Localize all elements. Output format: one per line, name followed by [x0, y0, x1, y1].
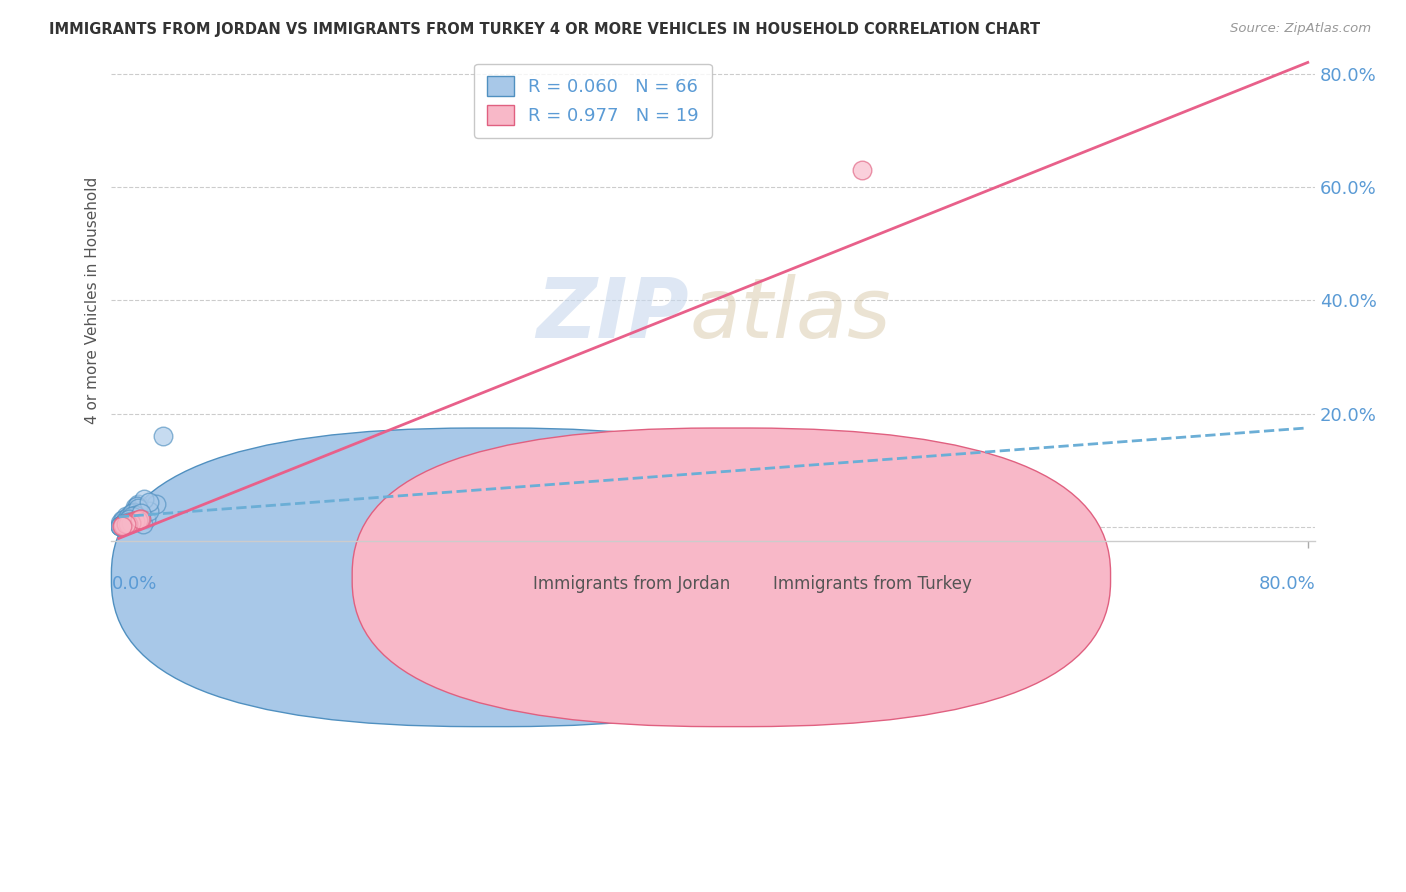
Point	[122, 509, 145, 524]
Point	[120, 515, 142, 529]
Point	[110, 516, 132, 530]
Point	[111, 517, 134, 532]
Point	[122, 505, 145, 519]
Point	[112, 515, 135, 529]
Point	[117, 516, 139, 531]
Point	[112, 517, 135, 532]
Y-axis label: 4 or more Vehicles in Household: 4 or more Vehicles in Household	[86, 177, 100, 424]
Point	[111, 519, 134, 533]
Point	[111, 518, 134, 533]
Point	[111, 519, 134, 533]
Point	[117, 513, 139, 527]
Text: IMMIGRANTS FROM JORDAN VS IMMIGRANTS FROM TURKEY 4 OR MORE VEHICLES IN HOUSEHOLD: IMMIGRANTS FROM JORDAN VS IMMIGRANTS FRO…	[49, 22, 1040, 37]
Point	[117, 516, 139, 531]
Point	[118, 509, 141, 524]
Point	[112, 518, 135, 533]
Point	[114, 516, 136, 530]
Point	[129, 511, 152, 525]
Point	[117, 511, 139, 525]
Text: Immigrants from Jordan: Immigrants from Jordan	[533, 575, 730, 593]
Point	[112, 517, 135, 532]
Point	[121, 515, 143, 529]
Point	[121, 508, 143, 523]
Legend: R = 0.060   N = 66, R = 0.977   N = 19: R = 0.060 N = 66, R = 0.977 N = 19	[474, 64, 711, 138]
Point	[124, 508, 146, 523]
Point	[122, 509, 145, 524]
Point	[125, 499, 148, 513]
Point	[127, 501, 149, 516]
Point	[112, 513, 135, 527]
Point	[132, 491, 155, 506]
Point	[111, 517, 134, 532]
Point	[118, 511, 141, 525]
Point	[145, 497, 167, 511]
Point	[121, 507, 143, 521]
Point	[120, 516, 142, 530]
Point	[110, 519, 132, 533]
Point	[115, 516, 138, 531]
Point	[115, 517, 138, 532]
Point	[152, 429, 174, 443]
Point	[114, 515, 136, 529]
Point	[127, 497, 149, 511]
Point	[112, 518, 135, 533]
Point	[117, 514, 139, 528]
Point	[120, 513, 142, 527]
Point	[120, 515, 142, 529]
Point	[117, 510, 139, 524]
Point	[135, 511, 157, 525]
Point	[128, 508, 150, 522]
Point	[115, 517, 138, 532]
Point	[120, 507, 142, 521]
Point	[110, 519, 132, 533]
Point	[120, 512, 142, 526]
Point	[111, 513, 134, 527]
Text: 80.0%: 80.0%	[1258, 575, 1315, 593]
Point	[110, 519, 132, 533]
Point	[125, 503, 148, 517]
Point	[117, 515, 139, 529]
Point	[120, 516, 142, 530]
Point	[129, 506, 152, 520]
Point	[118, 516, 141, 530]
Point	[138, 494, 160, 508]
Point	[117, 516, 139, 530]
Point	[112, 517, 135, 532]
Point	[118, 511, 141, 525]
Point	[114, 516, 136, 530]
Point	[122, 515, 145, 529]
Point	[128, 512, 150, 526]
Point	[115, 508, 138, 523]
Point	[124, 500, 146, 515]
Point	[851, 163, 873, 178]
Point	[124, 514, 146, 528]
Point	[118, 516, 141, 530]
Point	[111, 517, 134, 532]
Text: ZIP: ZIP	[537, 275, 689, 355]
Point	[124, 503, 146, 517]
Point	[115, 516, 138, 530]
Point	[114, 516, 136, 530]
Text: Source: ZipAtlas.com: Source: ZipAtlas.com	[1230, 22, 1371, 36]
Point	[129, 506, 152, 520]
Point	[115, 516, 138, 531]
Point	[131, 517, 153, 532]
Point	[121, 508, 143, 523]
Point	[125, 513, 148, 527]
Point	[138, 504, 160, 518]
Point	[110, 519, 132, 533]
Text: atlas: atlas	[689, 275, 891, 355]
FancyBboxPatch shape	[111, 428, 870, 727]
Point	[112, 518, 135, 533]
Point	[114, 517, 136, 532]
Point	[114, 518, 136, 533]
FancyBboxPatch shape	[352, 428, 1111, 727]
Text: 0.0%: 0.0%	[111, 575, 157, 593]
Point	[121, 515, 143, 529]
Point	[118, 514, 141, 528]
Point	[115, 516, 138, 531]
Point	[127, 513, 149, 527]
Text: Immigrants from Turkey: Immigrants from Turkey	[773, 575, 973, 593]
